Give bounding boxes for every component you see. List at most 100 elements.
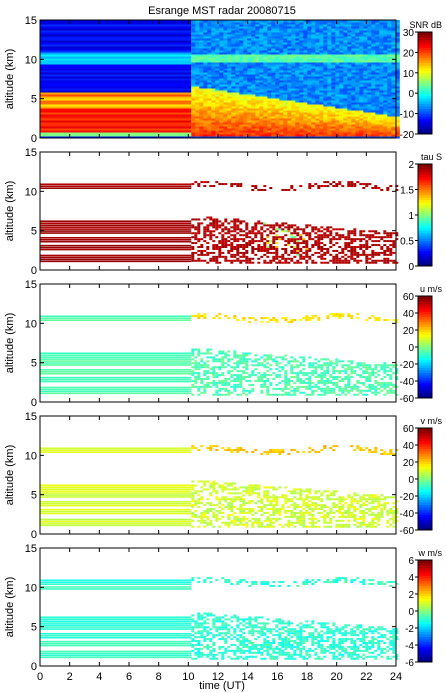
echo-cell [272,232,276,235]
snr-cell [191,30,196,33]
echo-cell [329,391,333,394]
echo-cell [392,240,396,243]
snr-cell [279,42,284,45]
snr-cell [259,82,264,85]
snr-cell [387,90,392,93]
snr-cell [311,36,316,39]
snr-cell [335,114,340,117]
echo-cell [374,253,378,256]
snr-cell [379,84,384,87]
snr-cell [267,36,272,39]
echo-cell [263,372,267,375]
snr-cell [239,54,244,57]
snr-cell [391,128,396,131]
echo-cell [203,315,207,318]
snr-cell [291,106,296,109]
snr-cell [239,126,244,129]
snr-cell [311,134,316,137]
snr-cell [235,108,240,111]
snr-cell [231,58,236,61]
snr-cell [215,52,220,55]
snr-cell [247,46,252,49]
echo-cell [335,249,339,252]
echo-cell [236,393,240,396]
snr-cell [359,118,364,121]
colorbar-segment [418,77,432,81]
snr-cell [271,34,276,37]
snr-cell [347,74,352,77]
snr-cell [327,70,332,73]
snr-cell [199,108,204,111]
snr-cell [239,118,244,121]
snr-cell [259,106,264,109]
snr-cell [267,42,272,45]
echo-cell [371,253,375,256]
snr-cell [299,104,304,107]
snr-cell [351,122,356,125]
echo-cell [233,247,237,250]
echo-cell [191,379,195,382]
snr-cell [287,34,292,37]
echo-cell [284,226,288,229]
echo-cell [200,378,204,381]
snr-cell [227,46,232,49]
snr-cell [239,122,244,125]
snr-cell [303,24,308,27]
snr-cell [259,32,264,35]
echo-cell [368,257,372,260]
echo-cell [296,234,300,237]
snr-cell [339,40,344,43]
echo-cell [254,374,258,377]
snr-cell [263,20,268,23]
snr-cell [335,106,340,109]
snr-cell [347,90,352,93]
snr-cell [223,136,228,139]
snr-cell [291,108,296,111]
snr-cell [303,44,308,47]
echo-cell [206,247,210,250]
echo-cell [251,246,255,249]
snr-cell [247,78,252,81]
snr-cell [295,64,300,67]
colorbar-segment [418,179,432,183]
snr-cell [287,38,292,41]
echo-cell [287,381,291,384]
echo-cell [218,358,222,361]
snr-cell [299,80,304,83]
snr-cell [335,80,340,83]
snr-cell [363,86,368,89]
snr-band-left [40,68,192,71]
snr-cell [347,120,352,123]
snr-cell [311,76,316,79]
snr-cell [279,20,284,23]
snr-cell [207,120,212,123]
snr-cell [379,112,384,115]
snr-cell [371,56,376,59]
snr-cell [279,78,284,81]
echo-cell [344,236,348,239]
echo-cell [338,257,342,260]
echo-cell [197,232,201,235]
echo-cell [194,232,198,235]
echo-cell [386,249,390,252]
echo-cell [308,366,312,369]
echo-cell [353,370,357,373]
snr-cell [375,98,380,101]
echo-cell [317,238,321,241]
snr-cell [279,38,284,41]
snr-cell [203,60,208,63]
echo-cell [290,246,294,249]
echo-cell [356,246,360,249]
echo-cell [275,242,279,245]
colorbar-segment [418,207,432,211]
snr-cell [327,110,332,113]
snr-cell [267,134,272,137]
snr-cell [355,118,360,121]
echo-cell [266,242,270,245]
snr-cell [327,56,332,59]
echo-cell [212,358,216,361]
snr-cell [327,62,332,65]
snr-cell [191,40,196,43]
echo-cell [332,362,336,365]
